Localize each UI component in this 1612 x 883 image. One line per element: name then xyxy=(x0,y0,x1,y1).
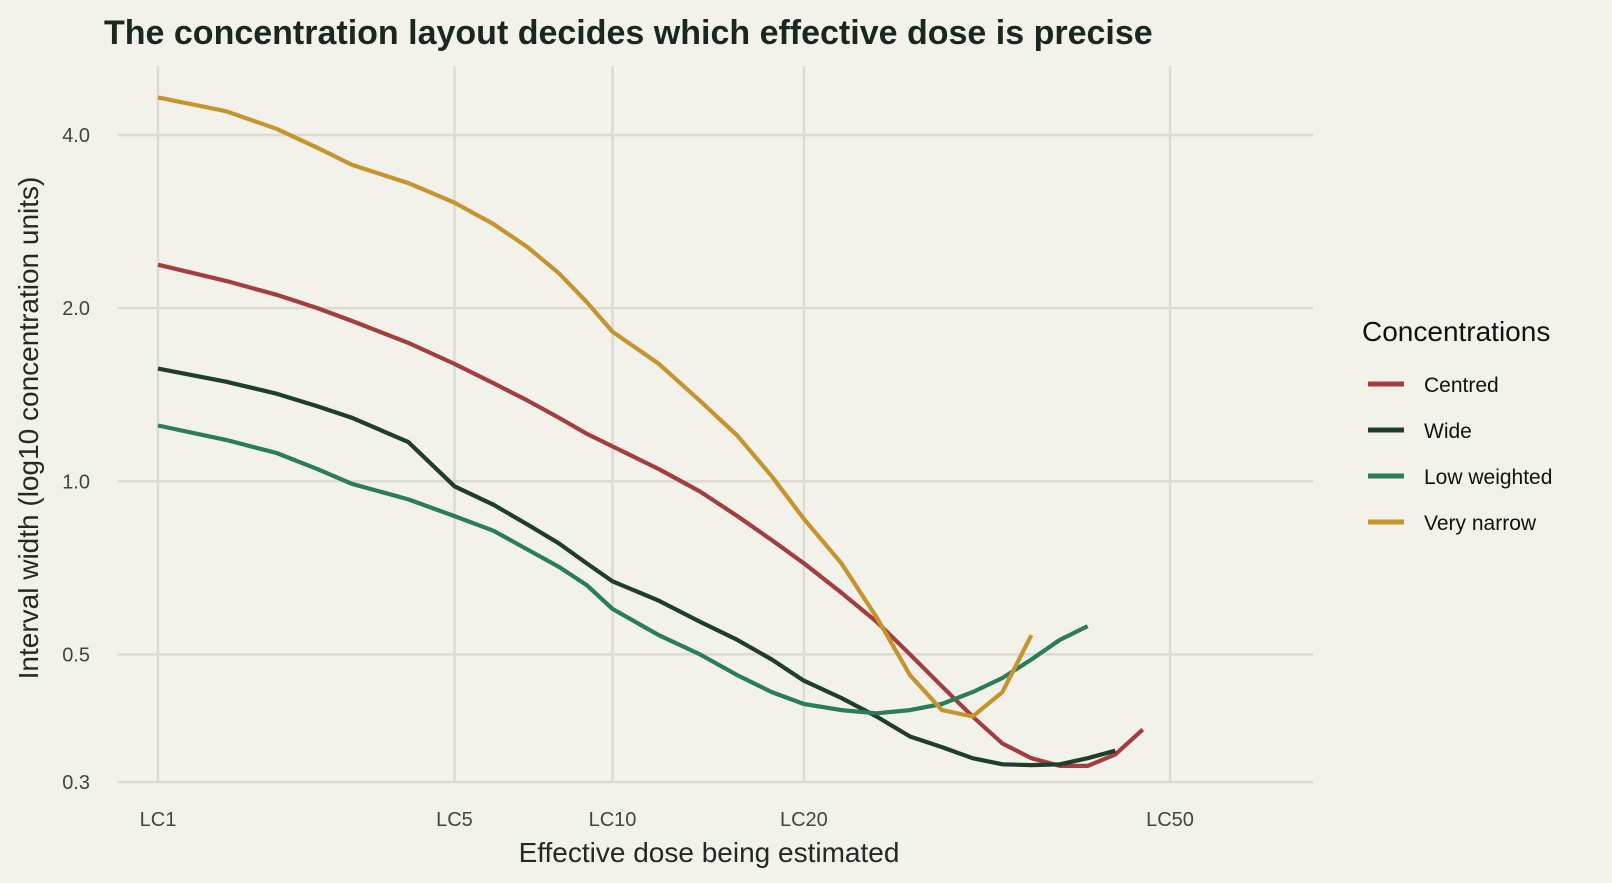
x-tick-label: LC5 xyxy=(436,809,473,831)
legend: Concentrations Centred Wide Low weighted Ve… xyxy=(1362,316,1552,535)
y-tick-label: 0.3 xyxy=(62,772,90,794)
series-lines xyxy=(157,95,1145,768)
legend-items: Centred Wide Low weighted Very narrow xyxy=(1368,374,1552,535)
series-line-wide xyxy=(157,366,1116,768)
x-tick-label: LC1 xyxy=(140,809,177,831)
y-tick-label: 4.0 xyxy=(62,125,90,147)
y-tick-label: 2.0 xyxy=(62,298,90,320)
chart-title: The concentration layout decides which e… xyxy=(104,14,1153,52)
grid xyxy=(118,66,1313,784)
y-tick-label: 0.5 xyxy=(62,644,90,666)
legend-label-low-weighted: Low weighted xyxy=(1424,466,1552,489)
x-axis-label: Effective dose being estimated xyxy=(519,837,900,868)
legend-title: Concentrations xyxy=(1362,316,1550,347)
x-axis-ticks: LC1 LC5 LC10 LC20 LC50 xyxy=(140,809,1194,831)
legend-label-centred: Centred xyxy=(1424,374,1499,397)
legend-label-very-narrow: Very narrow xyxy=(1424,512,1537,535)
y-axis-ticks: 0.3 0.5 1.0 2.0 4.0 xyxy=(62,125,90,794)
y-tick-label: 1.0 xyxy=(62,471,90,493)
series-line-centred xyxy=(157,262,1145,768)
x-tick-label: LC20 xyxy=(780,809,828,831)
x-tick-label: LC50 xyxy=(1146,809,1194,831)
series-line-low-weighted xyxy=(157,423,1089,716)
y-axis-label: Interval width (log10 concentration unit… xyxy=(13,177,44,680)
series-line-very-narrow xyxy=(157,95,1034,719)
x-tick-label: LC10 xyxy=(589,809,637,831)
legend-label-wide: Wide xyxy=(1424,420,1472,443)
